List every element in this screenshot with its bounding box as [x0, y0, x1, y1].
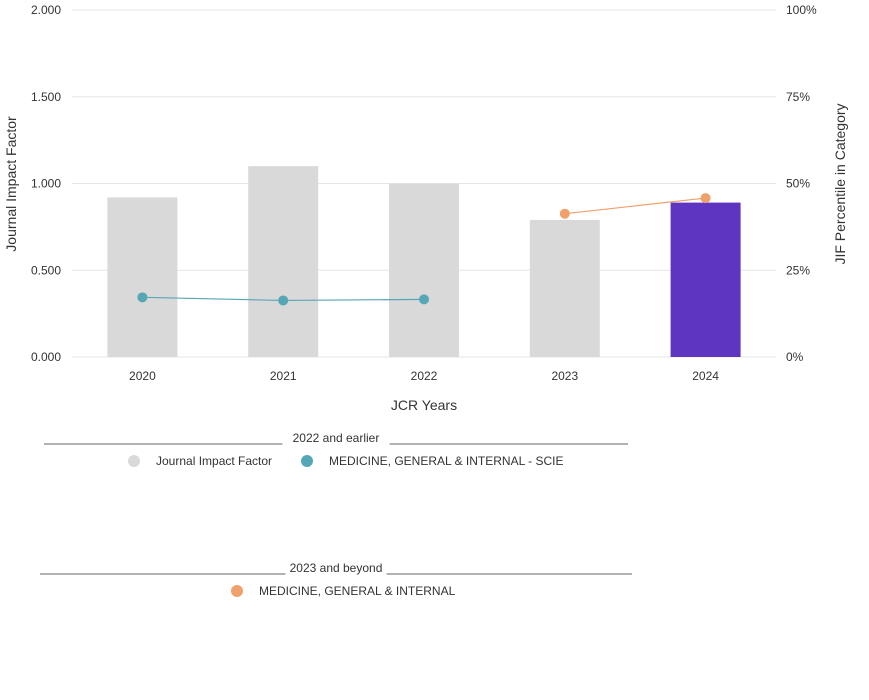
y-left-tick-label: 0.000 [31, 350, 61, 364]
y-axis-right-title: JIF Percentile in Category [832, 103, 848, 264]
y-left-tick-label: 1.500 [31, 90, 61, 104]
bars [107, 166, 741, 357]
legend-group-title: 2022 and earlier [293, 431, 380, 445]
legend: 2022 and earlier Journal Impact Factor MED… [40, 431, 632, 598]
legend-label: Journal Impact Factor [156, 454, 272, 468]
legend-swatch [301, 455, 313, 467]
legend-swatch [128, 455, 140, 467]
x-axis-title: JCR Years [391, 397, 457, 413]
percentile-point [137, 292, 148, 303]
y-right-tick-label: 25% [786, 263, 810, 277]
x-tick-label: 2024 [692, 369, 719, 383]
y-right-tick-label: 75% [786, 90, 810, 104]
y-right-tick-label: 50% [786, 177, 810, 191]
legend-label: MEDICINE, GENERAL & INTERNAL [259, 584, 456, 598]
percentile-point [278, 295, 289, 306]
jif-bar [670, 202, 741, 357]
x-tick-label: 2021 [270, 369, 297, 383]
legend-group-title: 2023 and beyond [290, 561, 383, 575]
jif-bar [389, 183, 459, 357]
percentile-point [559, 208, 570, 219]
percentile-line [564, 197, 706, 215]
y-axis-left-title: Journal Impact Factor [3, 116, 19, 252]
x-tick-label: 2020 [129, 369, 156, 383]
percentile-point [419, 294, 429, 305]
x-tick-label: 2022 [411, 369, 438, 383]
jif-bar [248, 166, 319, 357]
x-tick-label: 2023 [551, 369, 578, 383]
y-left-tick-label: 0.500 [31, 263, 61, 277]
y-right-tick-label: 0% [786, 350, 804, 364]
legend-label: MEDICINE, GENERAL & INTERNAL - SCIE [329, 454, 564, 468]
legend-swatch [231, 585, 243, 597]
y-right-tick-label: 100% [786, 3, 817, 17]
y-left-tick-label: 2.000 [31, 3, 61, 17]
percentile-point [700, 193, 711, 204]
jif-bar [529, 219, 600, 357]
y-left-tick-label: 1.000 [31, 177, 61, 191]
percentile-lines [137, 193, 711, 306]
axis-ticks: 0.000 0.500 1.000 1.500 2.000 0% 25% 50% 75% 100%… [31, 3, 817, 383]
jif-bar [107, 197, 178, 357]
